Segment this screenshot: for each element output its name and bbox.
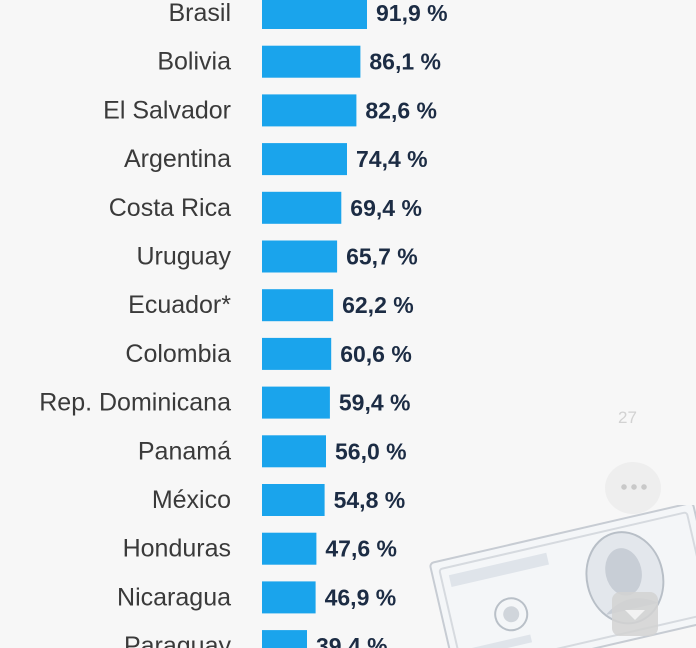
bar-10 (262, 484, 325, 516)
category-label: Bolivia (157, 48, 231, 76)
category-label: Argentina (124, 145, 231, 173)
value-label: 54,8 % (334, 487, 406, 513)
bar-4 (262, 191, 342, 224)
comment-bubble-icon[interactable] (605, 462, 661, 514)
bar-3 (262, 143, 347, 176)
bar-6 (262, 289, 334, 322)
value-label: 62,2 % (342, 292, 414, 318)
side-counter: 27 (618, 408, 637, 427)
bar-12 (262, 581, 316, 614)
category-label: Rep. Dominicana (39, 389, 231, 417)
value-label: 69,4 % (350, 195, 422, 221)
value-label: 86,1 % (369, 49, 441, 75)
value-label: 65,7 % (346, 244, 418, 270)
bar-1 (262, 45, 361, 78)
value-label: 91,9 % (376, 0, 448, 26)
value-label: 74,4 % (356, 146, 428, 172)
value-label: 46,9 % (325, 584, 397, 610)
category-label: Nicaragua (117, 583, 231, 611)
bar-5 (262, 240, 338, 273)
category-label: México (152, 486, 231, 514)
category-label: Panamá (138, 437, 231, 465)
category-label: El Salvador (103, 96, 231, 124)
bar-8 (262, 386, 330, 419)
bar-13 (262, 630, 307, 648)
category-label: Colombia (125, 340, 231, 368)
category-label: Brasil (168, 0, 231, 27)
bar-2 (262, 94, 357, 127)
value-label: 47,6 % (325, 536, 397, 562)
value-label: 60,6 % (340, 341, 412, 367)
category-label: Costa Rica (109, 194, 231, 222)
category-label: Honduras (123, 535, 231, 563)
category-label: Ecuador* (128, 291, 231, 319)
bar-7 (262, 337, 332, 370)
category-label: Paraguay (124, 632, 232, 648)
bar-11 (262, 532, 317, 565)
bar-0 (262, 0, 367, 29)
value-label: 39,4 % (316, 633, 388, 648)
category-label: Uruguay (137, 243, 232, 271)
value-label: 56,0 % (335, 438, 407, 464)
share-tile-icon[interactable] (612, 592, 658, 636)
value-label: 82,6 % (365, 97, 437, 123)
bar-9 (262, 435, 326, 468)
value-label: 59,4 % (339, 390, 411, 416)
